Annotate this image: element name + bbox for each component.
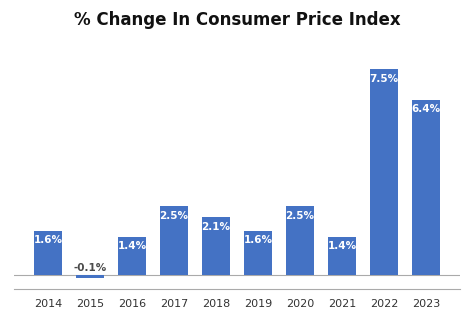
Text: 2.1%: 2.1% <box>201 221 230 232</box>
Text: 1.4%: 1.4% <box>328 241 356 251</box>
Bar <box>35 231 62 275</box>
Bar <box>286 206 314 275</box>
Bar <box>76 275 104 278</box>
Bar <box>328 236 356 275</box>
Bar <box>202 217 230 275</box>
Text: 1.6%: 1.6% <box>34 235 63 245</box>
Title: % Change In Consumer Price Index: % Change In Consumer Price Index <box>73 11 401 30</box>
Bar <box>412 100 439 275</box>
Text: 2.5%: 2.5% <box>160 211 189 220</box>
Bar <box>244 231 272 275</box>
Text: 2.5%: 2.5% <box>285 211 314 220</box>
Text: 1.4%: 1.4% <box>118 241 146 251</box>
Text: 6.4%: 6.4% <box>411 104 440 114</box>
Bar <box>370 70 398 275</box>
Bar <box>160 206 188 275</box>
Text: 7.5%: 7.5% <box>369 73 399 84</box>
Text: 1.6%: 1.6% <box>244 235 273 245</box>
Bar <box>118 236 146 275</box>
Text: -0.1%: -0.1% <box>73 263 107 273</box>
